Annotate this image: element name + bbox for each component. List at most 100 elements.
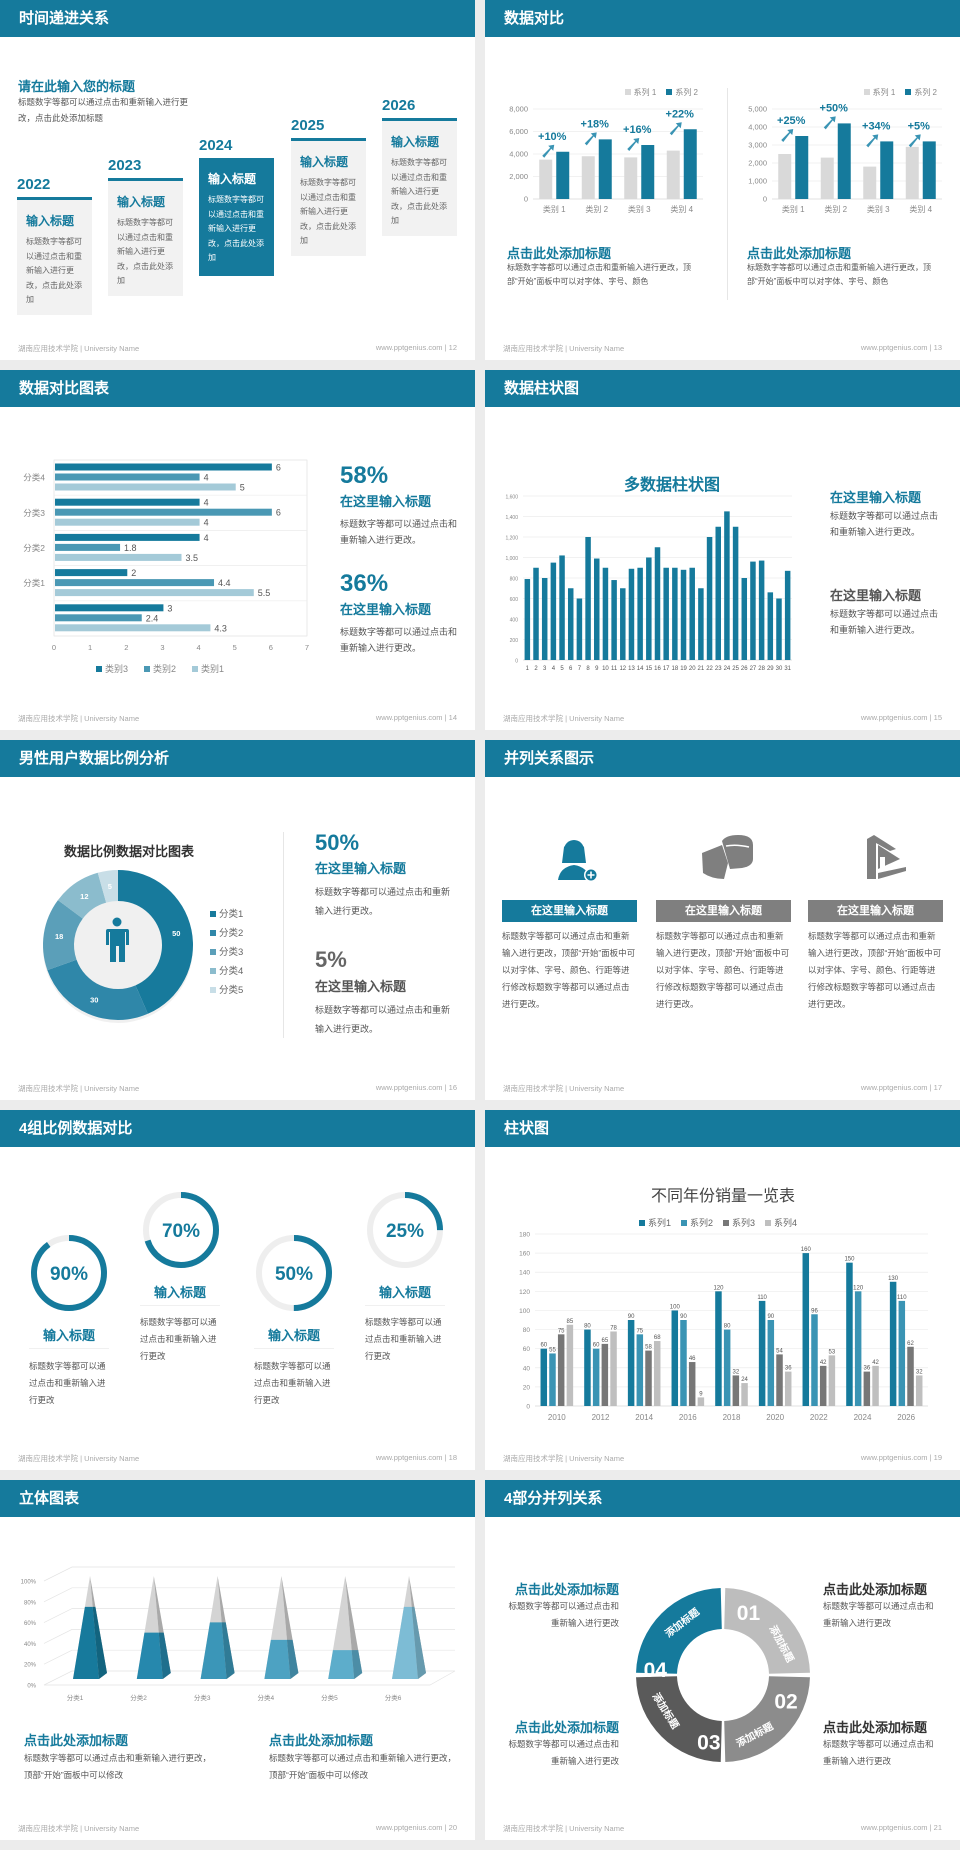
arrow-up-right-icon (781, 129, 794, 142)
ring-heading[interactable]: 输入标题 (140, 1282, 220, 1306)
data-label: 2 (131, 568, 136, 578)
ring-heading[interactable]: 输入标题 (29, 1325, 109, 1349)
timeline-step-active[interactable]: 2024 输入标题 标题数字等都可以通过点击和重新输入进行更改，点击此处添加 (199, 137, 274, 276)
text-body[interactable]: 标题数字等都可以通过点击和重新输入进行更改。 (830, 609, 939, 635)
footer-url[interactable]: www.pptgenius.com (860, 1823, 928, 1832)
pyramid-fill (392, 1606, 418, 1679)
pyramid-empty-side (281, 1576, 299, 1679)
slide-title: 4组比例数据对比 (0, 1110, 475, 1147)
bar (767, 1320, 775, 1406)
text-body[interactable]: 标题数字等都可以通过点击和重新输入进行更改 (508, 1601, 619, 1628)
text-body[interactable]: 标题数字等都可以通过点击和重新输入进行更改 (508, 1739, 619, 1766)
bar (581, 156, 595, 199)
step-body: 标题数字等都可以通过点击和重新输入进行更改，点击此处添加 (391, 158, 447, 225)
bar (680, 569, 687, 660)
timeline-step[interactable]: 2022 输入标题 标题数字等都可以通过点击和重新输入进行更改，点击此处添加 (17, 176, 92, 315)
parallel-item[interactable]: 在这里输入标题 标题数字等都可以通过点击和重新输入进行更改，顶部“开始”面板中可… (502, 833, 637, 1013)
stat-heading[interactable]: 在这里输入标题 (315, 861, 407, 876)
footer-url[interactable]: www.pptgenius.com (375, 713, 443, 722)
panel-body[interactable]: 标题数字等都可以通过点击和重新输入进行更改，顶部“开始”面板中可以对字体、字号、… (747, 263, 931, 286)
bar (55, 579, 215, 587)
x-tick-label: 类别 4 (909, 204, 932, 214)
text-heading[interactable]: 点击此处添加标题 (823, 1720, 928, 1735)
timeline-step[interactable]: 2023 输入标题 标题数字等都可以通过点击和重新输入进行更改，点击此处添加 (108, 157, 183, 296)
cycle-segment[interactable] (636, 1588, 722, 1674)
footer-url[interactable]: www.pptgenius.com (860, 343, 928, 352)
subtitle[interactable]: 请在此输入您的标题 (18, 79, 136, 94)
bar (598, 139, 612, 199)
bar (566, 1324, 574, 1406)
text-heading[interactable]: 在这里输入标题 (830, 588, 922, 603)
text-heading[interactable]: 点击此处添加标题 (514, 1720, 619, 1735)
slide-title: 4部分并列关系 (485, 1480, 960, 1517)
description[interactable]: 标题数字等都可以通过点击和重新输入进行更改，点击此处添加标题 (18, 97, 189, 123)
stat-value: 58% (340, 462, 389, 489)
category-label: 分类1 (23, 578, 45, 588)
panel-heading[interactable]: 点击此处添加标题 (507, 246, 612, 261)
ring-body[interactable]: 标题数字等都可以通过点击和重新输入进行更改 (29, 1361, 106, 1405)
stat-body[interactable]: 标题数字等都可以通过点击和重新输入进行更改。 (315, 887, 451, 916)
footer-url[interactable]: www.pptgenius.com (375, 343, 443, 352)
footer-url[interactable]: www.pptgenius.com (375, 1453, 443, 1462)
panel-body[interactable]: 标题数字等都可以通过点击和重新输入进行更改，顶部“开始”面板中可以对字体、字号、… (507, 263, 691, 286)
timeline-step[interactable]: 2026 输入标题 标题数字等都可以通过点击和重新输入进行更改，点击此处添加 (382, 97, 457, 236)
y-tick-label: 140 (519, 1270, 530, 1277)
bar (585, 537, 591, 660)
item-heading: 在这里输入标题 (656, 900, 791, 922)
text-body[interactable]: 标题数字等都可以通过点击和重新输入进行更改 (823, 1601, 934, 1628)
ring-body[interactable]: 标题数字等都可以通过点击和重新输入进行更改 (140, 1317, 217, 1361)
ring-percent: 25% (386, 1221, 424, 1242)
cycle-segment[interactable] (636, 1676, 722, 1762)
page-number: | 20 (444, 1823, 457, 1832)
ring-heading[interactable]: 输入标题 (365, 1282, 445, 1306)
text-body[interactable]: 标题数字等都可以通过点击和重新输入进行更改 (823, 1739, 934, 1766)
cycle-segment[interactable] (724, 1588, 810, 1674)
horizontal-bar-chart: 6 4 5 分类4 4 6 4 分类3 4 1.8 3.5 分类2 2 4.4 5.5 分类1 3 2.4 4.3 0… (23, 459, 309, 652)
pyramid-fill (328, 1650, 355, 1679)
ring-track (367, 1192, 443, 1268)
stat-body[interactable]: 标题数字等都可以通过点击和重新输入进行更改。 (340, 627, 458, 653)
stat-heading[interactable]: 在这里输入标题 (340, 494, 432, 509)
panel-body[interactable]: 标题数字等都可以通过点击和重新输入进行更改，顶部“开始”面板中可以修改 (24, 1753, 212, 1780)
growth-annotation: +22% (666, 108, 695, 120)
timeline-step[interactable]: 2025 输入标题 标题数字等都可以通过点击和重新输入进行更改，点击此处添加 (291, 117, 366, 256)
panel-heading[interactable]: 点击此处添加标题 (747, 246, 852, 261)
text-heading[interactable]: 点击此处添加标题 (514, 1582, 619, 1597)
bar (837, 123, 851, 199)
text-body[interactable]: 标题数字等都可以通过点击和重新输入进行更改。 (830, 511, 939, 537)
text-heading[interactable]: 在这里输入标题 (830, 490, 922, 505)
stat-heading[interactable]: 在这里输入标题 (315, 979, 407, 994)
stat-body[interactable]: 标题数字等都可以通过点击和重新输入进行更改。 (315, 1005, 451, 1034)
legend-item: 系列 1 (624, 87, 656, 98)
male-user-icon (106, 917, 129, 962)
step-line (17, 197, 92, 200)
stat-heading[interactable]: 在这里输入标题 (340, 602, 432, 617)
step-body: 标题数字等都可以通过点击和重新输入进行更改，点击此处添加 (300, 178, 356, 245)
parallel-item[interactable]: 在这里输入标题 标题数字等都可以通过点击和重新输入进行更改，顶部“开始”面板中可… (656, 833, 791, 1013)
footer-url[interactable]: www.pptgenius.com (860, 1453, 928, 1462)
pyramid-fill-side (411, 1606, 426, 1679)
ring-body[interactable]: 标题数字等都可以通过点击和重新输入进行更改 (254, 1361, 331, 1405)
footer-url[interactable]: www.pptgenius.com (860, 1083, 928, 1092)
footer-university: 湖南应用技术学院 | University Name (18, 1084, 140, 1093)
y-tick-label: 40% (24, 1642, 37, 1648)
footer-url[interactable]: www.pptgenius.com (375, 1083, 443, 1092)
footer-url[interactable]: www.pptgenius.com (375, 1823, 443, 1832)
bar (55, 543, 121, 551)
page-number: | 17 (929, 1083, 942, 1092)
pyramid-shade (158, 1632, 171, 1679)
footer-university: 湖南应用技术学院 | University Name (503, 344, 625, 353)
ring-body[interactable]: 标题数字等都可以通过点击和重新输入进行更改 (365, 1317, 442, 1361)
parallel-item[interactable]: 在这里输入标题 标题数字等都可以通过点击和重新输入进行更改，顶部“开始”面板中可… (808, 833, 943, 1013)
panel-heading[interactable]: 点击此处添加标题 (24, 1733, 129, 1748)
panel-body[interactable]: 标题数字等都可以通过点击和重新输入进行更改，顶部“开始”面板中可以修改 (269, 1753, 457, 1780)
ring-heading[interactable]: 输入标题 (254, 1325, 334, 1349)
panel-heading[interactable]: 点击此处添加标题 (269, 1733, 374, 1748)
cycle-segment[interactable] (724, 1676, 810, 1762)
ring-track (143, 1192, 219, 1268)
stat-value: 36% (340, 570, 389, 597)
stat-body[interactable]: 标题数字等都可以通过点击和重新输入进行更改。 (340, 519, 458, 545)
footer-url[interactable]: www.pptgenius.com (860, 713, 928, 722)
text-heading[interactable]: 点击此处添加标题 (823, 1582, 928, 1597)
data-label: 32 (733, 1369, 740, 1375)
